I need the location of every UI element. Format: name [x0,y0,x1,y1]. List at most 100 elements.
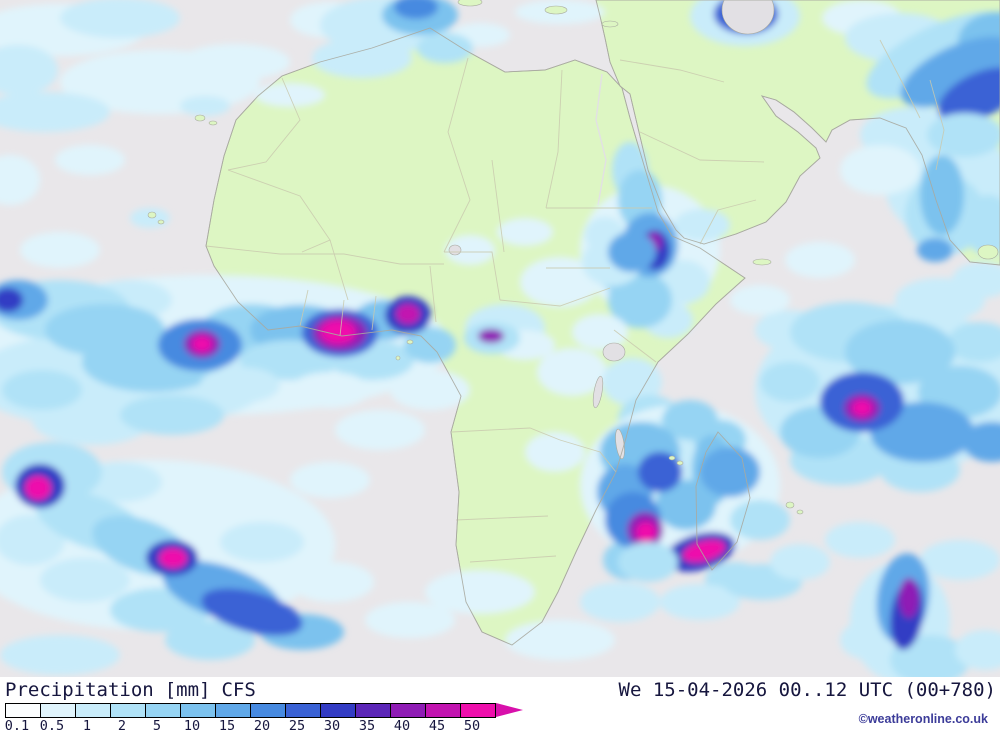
precip-blob [55,145,125,175]
precip-blob [2,370,82,410]
precip-blob [920,155,964,235]
precip-blob [192,336,212,352]
forecast-datetime: We 15-04-2026 00..12 UTC (00+780) [618,679,997,701]
country-border [559,439,617,473]
legend-value-label: 15 [218,718,236,733]
precip-blob [845,320,955,384]
precip-blob [920,540,1000,580]
precip-blob [952,262,1000,298]
country-border [613,329,657,363]
island [395,355,401,361]
island [676,460,684,466]
precip-blob [0,288,23,312]
precip-blob [955,630,1000,670]
legend-value-label: 0.5 [39,718,65,733]
precip-blob [660,584,740,620]
island [977,244,999,260]
country-border [227,169,331,253]
precip-blob [25,476,51,500]
island [668,455,676,461]
country-border [545,69,563,209]
lake [602,342,626,362]
legend-value-label: 50 [463,718,481,733]
country-border [429,265,437,323]
legend-value-label: 45 [428,718,446,733]
lake [592,375,604,409]
precip-blob [312,38,412,78]
country-border [227,77,301,171]
legend-footer: Precipitation [mm] CFS We 15-04-2026 00.… [0,677,1000,733]
precip-blob [396,304,420,324]
legend-value-label: 5 [152,718,162,733]
precip-blob [525,432,585,472]
precip-blob [0,635,120,675]
legend-value-label: 25 [288,718,306,733]
legend-overflow-arrow [496,703,523,717]
precip-blob [760,362,820,402]
legend-color-segment [321,704,356,717]
precip-blob [602,358,662,406]
legend-color-segment [426,704,461,717]
precip-blob [478,329,504,343]
precip-blob [636,522,656,542]
legend-value-label: 20 [253,718,271,733]
lakes-layer [448,0,775,460]
country-border [444,251,501,301]
legend-color-segment [146,704,181,717]
precip-blob [938,67,1000,123]
precip-blob [674,209,730,241]
precip-blob [290,562,374,602]
legend-value-label: 1 [82,718,92,733]
precip-blob [290,372,370,408]
coastline [695,431,751,571]
legend-color-segment [6,704,41,717]
precip-blob [963,195,1000,255]
legend-color-segment [216,704,251,717]
precip-blob [32,395,152,445]
island [457,0,483,7]
precip-blob [0,155,40,205]
island [752,258,772,266]
precipitation-map [0,0,1000,677]
legend-value-label: 40 [393,718,411,733]
precip-blob [608,232,656,272]
island [601,20,619,28]
copyright-link[interactable]: ©weatheronline.co.uk [858,712,988,726]
precip-blob [220,522,304,562]
precip-blob [20,232,100,268]
country-border [455,515,549,521]
coastline [205,27,746,646]
precip-blob [730,285,790,315]
precip-blob [0,515,65,565]
country-border [329,239,349,301]
precip-blob [320,320,356,344]
precip-blob [180,96,230,116]
precip-blob [700,447,760,497]
legend-value-labels: 0.1 0.5 1 2 5 10 15 20 25 30 35 40 45 50 [5,718,545,733]
precip-blob [682,539,726,563]
precip-blob [200,367,280,403]
precip-blob [917,238,953,262]
country-border [879,39,921,119]
island [406,339,414,345]
precip-blob [899,578,919,618]
island [157,219,165,225]
precip-blob [927,113,1000,157]
precip-blob [852,400,872,416]
precip-blob [159,548,187,568]
legend-value-label: 35 [358,718,376,733]
model-label: CFS [221,679,256,701]
precip-blob [425,570,535,614]
country-border [371,295,377,331]
precip-blob [290,462,370,498]
island [147,211,157,219]
precip-blob [572,314,628,350]
lake [448,244,462,256]
precip-blob [255,83,325,107]
precip-blob [580,582,660,622]
island [544,5,568,15]
legend-value-label: 0.1 [4,718,30,733]
island [194,114,206,122]
precip-blob [417,33,473,63]
country-border [443,57,471,253]
